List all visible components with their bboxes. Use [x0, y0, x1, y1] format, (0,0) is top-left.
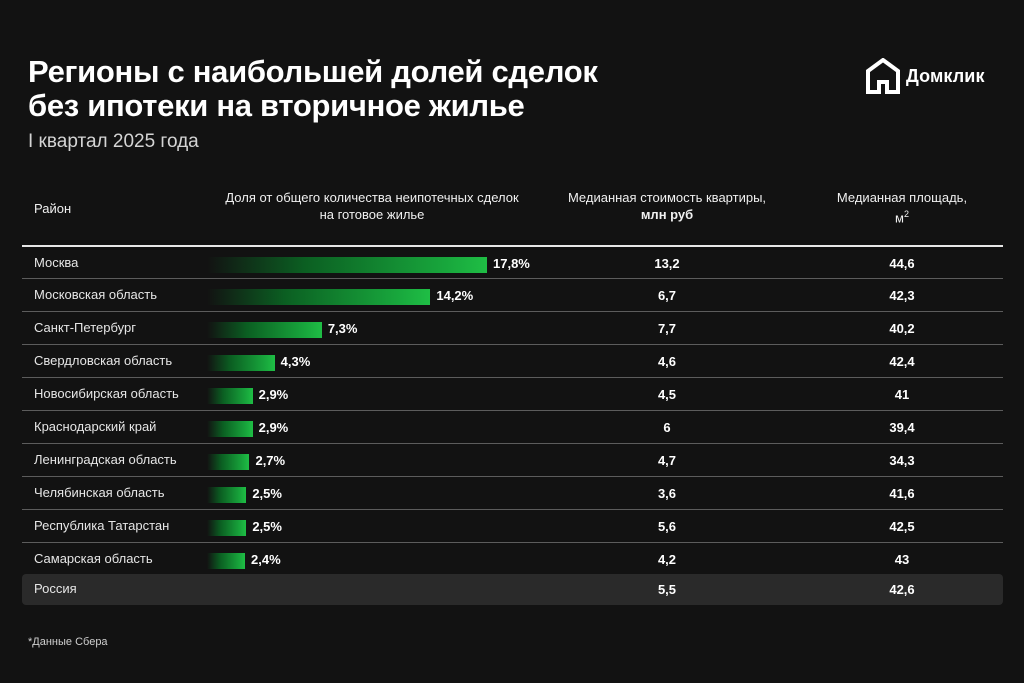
chart-subtitle: I квартал 2025 года — [28, 131, 199, 152]
share-label: 2,5% — [252, 486, 282, 501]
row-price: 4,5 — [657, 387, 677, 402]
total-area: 42,6 — [889, 582, 915, 597]
row-region: Республика Татарстан — [34, 518, 170, 533]
header-area-line-1: Медианная площадь, — [836, 190, 968, 205]
row-area: 39,4 — [889, 420, 915, 435]
brand-name: Домклик — [906, 65, 985, 86]
table-row: Краснодарский край 2,9% 6 39,4 — [22, 410, 1003, 443]
table-row: Свердловская область 4,3% 4,6 42,4 — [22, 344, 1003, 377]
footnote: *Данные Сбера — [28, 636, 108, 648]
row-area: 44,6 — [889, 256, 915, 271]
share-label: 4,3% — [280, 354, 311, 369]
share-bar — [207, 421, 253, 437]
header-share-line-2: на готовое жилье — [319, 207, 425, 222]
row-region: Новосибирская область — [34, 386, 179, 401]
header-area-unit: м2 — [802, 206, 1002, 226]
row-area: 40,2 — [889, 321, 915, 336]
share-bar — [207, 487, 247, 503]
share-bar — [207, 454, 250, 470]
share-label: 14,2% — [436, 288, 474, 303]
share-label: 2,9% — [258, 387, 289, 402]
chart-title: Регионы с наибольшей долей сделок без ип… — [28, 55, 728, 123]
row-price: 5,6 — [657, 519, 677, 534]
row-area: 41,6 — [889, 486, 915, 501]
header-price-line-2: млн руб — [640, 207, 694, 222]
share-label: 2,9% — [258, 420, 289, 435]
share-label: 17,8% — [493, 256, 530, 271]
row-price: 13,2 — [654, 256, 680, 271]
header-area-unit-sup: 2 — [903, 209, 909, 219]
table-row: Ленинградская область 2,7% 4,7 34,3 — [22, 443, 1003, 476]
row-region: Ленинградская область — [34, 452, 177, 467]
row-region: Свердловская область — [34, 353, 173, 368]
table-row: Самарская область 2,4% 4,2 43 — [22, 542, 1003, 575]
header-area: Медианная площадь, м2 — [802, 189, 1002, 226]
share-label: 2,4% — [251, 552, 281, 567]
row-area: 43 — [894, 552, 910, 567]
row-price: 4,7 — [657, 453, 677, 468]
house-logo-icon — [866, 58, 900, 94]
table-header: Район Доля от общего количества неипотеч… — [22, 183, 1003, 241]
share-bar — [207, 289, 431, 305]
row-price: 6,7 — [657, 288, 677, 303]
row-region: Москва — [34, 255, 79, 270]
total-row: Россия 5,5 42,6 — [22, 574, 1003, 605]
table-body: Москва 17,8% 13,2 44,6 Московская область 14,… — [22, 245, 1003, 575]
share-bar — [207, 257, 487, 273]
header-share: Доля от общего количества неипотечных сд… — [202, 189, 542, 223]
title-line-1: Регионы с наибольшей долей сделок — [28, 54, 598, 89]
share-label: 2,5% — [252, 519, 282, 534]
header-price: Медианная стоимость квартиры, млн руб — [542, 189, 792, 223]
table-row: Республика Татарстан 2,5% 5,6 42,5 — [22, 509, 1003, 542]
table-row: Челябинская область 2,5% 3,6 41,6 — [22, 476, 1003, 509]
share-label: 7,3% — [327, 321, 358, 336]
header-area-unit-text: м — [895, 210, 904, 226]
row-price: 4,6 — [657, 354, 677, 369]
row-region: Санкт-Петербург — [34, 320, 136, 335]
table-row: Москва 17,8% 13,2 44,6 — [22, 245, 1003, 278]
share-label: 2,7% — [255, 453, 286, 468]
row-region: Московская область — [34, 287, 158, 302]
title-line-2: без ипотеки на вторичное жилье — [28, 88, 525, 123]
row-area: 42,5 — [889, 519, 915, 534]
share-bar — [207, 553, 245, 569]
row-area: 42,3 — [889, 288, 915, 303]
row-price: 3,6 — [657, 486, 677, 501]
table-row: Санкт-Петербург 7,3% 7,7 40,2 — [22, 311, 1003, 344]
total-price: 5,5 — [657, 582, 677, 597]
header-price-line-1: Медианная стоимость квартиры, — [567, 190, 767, 205]
header-region: Район — [34, 201, 72, 216]
table-row: Московская область 14,2% 6,7 42,3 — [22, 278, 1003, 311]
table-row: Новосибирская область 2,9% 4,5 41 — [22, 377, 1003, 410]
row-area: 41 — [894, 387, 910, 402]
row-price: 7,7 — [657, 321, 677, 336]
share-bar — [207, 388, 253, 404]
row-region: Самарская область — [34, 551, 153, 566]
share-bar — [207, 355, 275, 371]
row-region: Челябинская область — [34, 485, 165, 500]
row-price: 6 — [663, 420, 671, 435]
total-region: Россия — [34, 581, 77, 596]
row-region: Краснодарский край — [34, 419, 157, 434]
row-area: 42,4 — [889, 354, 915, 369]
brand-logo: Домклик — [866, 58, 985, 94]
share-bar — [207, 520, 247, 536]
header-share-line-1: Доля от общего количества неипотечных сд… — [225, 190, 519, 205]
row-area: 34,3 — [889, 453, 915, 468]
row-price: 4,2 — [657, 552, 677, 567]
share-bar — [207, 322, 322, 338]
